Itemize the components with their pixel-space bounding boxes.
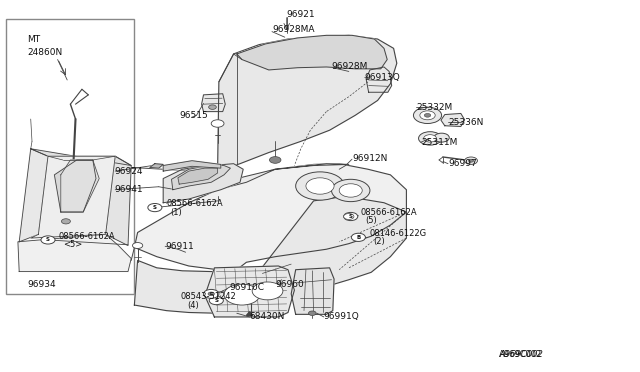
Text: S: S xyxy=(46,237,50,243)
Polygon shape xyxy=(246,312,253,315)
Text: 25336N: 25336N xyxy=(448,118,483,126)
Text: 68430N: 68430N xyxy=(250,312,285,321)
Text: 96921: 96921 xyxy=(287,10,316,19)
Polygon shape xyxy=(31,149,131,166)
Circle shape xyxy=(148,203,162,212)
Polygon shape xyxy=(163,164,243,203)
Polygon shape xyxy=(166,164,349,203)
Circle shape xyxy=(296,172,344,200)
Polygon shape xyxy=(163,161,221,171)
Text: (2): (2) xyxy=(373,237,385,246)
Text: 96911: 96911 xyxy=(165,242,194,251)
Circle shape xyxy=(332,179,370,202)
Circle shape xyxy=(306,178,334,194)
Circle shape xyxy=(434,133,449,142)
Polygon shape xyxy=(54,160,96,212)
Text: 96941: 96941 xyxy=(114,185,143,194)
Text: 08566-6162A: 08566-6162A xyxy=(59,232,115,241)
Circle shape xyxy=(420,111,435,120)
Circle shape xyxy=(339,184,362,197)
Text: S: S xyxy=(214,298,218,303)
Circle shape xyxy=(465,157,477,164)
Polygon shape xyxy=(291,268,334,314)
Text: 96960: 96960 xyxy=(275,280,304,289)
Text: 96928MA: 96928MA xyxy=(272,25,314,34)
Circle shape xyxy=(252,282,283,300)
Circle shape xyxy=(424,135,436,142)
Circle shape xyxy=(468,159,474,162)
Circle shape xyxy=(351,233,365,241)
Text: 08566-6162A: 08566-6162A xyxy=(166,199,223,208)
Polygon shape xyxy=(218,35,397,171)
Text: 96991Q: 96991Q xyxy=(323,312,359,321)
Text: 25311M: 25311M xyxy=(421,138,458,147)
Polygon shape xyxy=(366,67,392,92)
Circle shape xyxy=(344,212,358,221)
Circle shape xyxy=(344,214,354,219)
Polygon shape xyxy=(61,160,99,212)
Text: (5): (5) xyxy=(365,217,376,225)
Text: 96913Q: 96913Q xyxy=(365,73,401,82)
Circle shape xyxy=(269,157,281,163)
Circle shape xyxy=(61,219,70,224)
Text: 96934: 96934 xyxy=(28,280,56,289)
Circle shape xyxy=(419,132,442,145)
Polygon shape xyxy=(19,149,48,242)
Text: <5>: <5> xyxy=(63,240,82,249)
Circle shape xyxy=(204,289,219,298)
Text: B: B xyxy=(356,235,360,240)
Polygon shape xyxy=(134,260,253,313)
Text: (4): (4) xyxy=(187,301,198,310)
Circle shape xyxy=(41,236,55,244)
Text: 08543-51242: 08543-51242 xyxy=(180,292,236,301)
Text: 08566-6162A: 08566-6162A xyxy=(361,208,417,217)
Text: 96912N: 96912N xyxy=(352,154,387,163)
Polygon shape xyxy=(18,234,131,272)
Circle shape xyxy=(209,105,216,109)
Circle shape xyxy=(132,243,143,248)
Polygon shape xyxy=(150,164,163,168)
Circle shape xyxy=(209,296,223,305)
Text: A969C002: A969C002 xyxy=(499,350,543,359)
Text: (1): (1) xyxy=(170,208,182,217)
Text: 96910C: 96910C xyxy=(229,283,264,292)
Circle shape xyxy=(308,311,316,315)
Text: 24860N: 24860N xyxy=(28,48,63,57)
Text: 25332M: 25332M xyxy=(416,103,452,112)
Text: 96515: 96515 xyxy=(179,111,208,120)
Text: A969C002: A969C002 xyxy=(499,350,543,359)
Polygon shape xyxy=(134,164,406,272)
Circle shape xyxy=(413,107,442,124)
Text: 08146-6122G: 08146-6122G xyxy=(369,229,426,238)
Polygon shape xyxy=(237,35,387,70)
Circle shape xyxy=(211,120,224,127)
Bar xyxy=(6,19,134,294)
Text: S: S xyxy=(153,205,157,210)
Text: MT: MT xyxy=(28,35,41,44)
Circle shape xyxy=(208,292,214,296)
Polygon shape xyxy=(205,266,294,317)
Circle shape xyxy=(224,284,260,305)
Text: 96924: 96924 xyxy=(114,167,143,176)
Polygon shape xyxy=(202,94,225,112)
Text: 96997: 96997 xyxy=(448,159,477,168)
Polygon shape xyxy=(31,156,115,238)
Polygon shape xyxy=(172,166,230,190)
Text: 96928M: 96928M xyxy=(332,62,368,71)
Polygon shape xyxy=(106,156,131,246)
Polygon shape xyxy=(178,168,218,184)
Circle shape xyxy=(424,113,431,117)
Text: S: S xyxy=(349,214,353,219)
Polygon shape xyxy=(441,113,465,126)
Polygon shape xyxy=(253,197,406,296)
